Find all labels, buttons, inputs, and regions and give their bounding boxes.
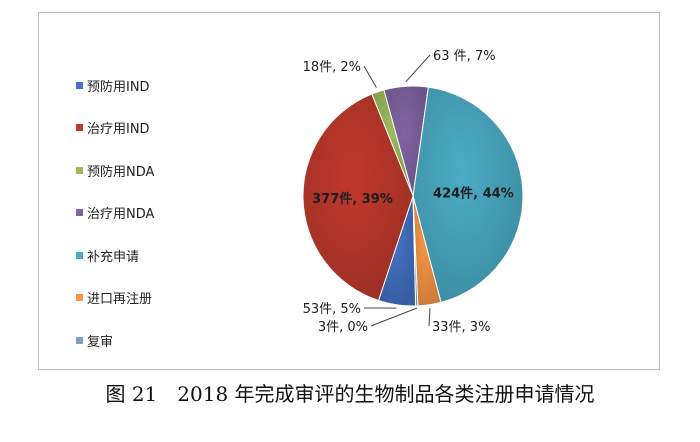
data-label: 377件, 39% — [312, 191, 393, 207]
pie-chart: 53件, 5% 377件, 39% 18件, 2% 63 件, 7% 424件, 44%… — [0, 0, 700, 442]
leader-line — [364, 66, 376, 88]
data-label: 33件, 3% — [432, 320, 490, 335]
leader-line — [429, 308, 430, 326]
leader-line — [406, 55, 430, 82]
data-label: 18件, 2% — [303, 60, 361, 75]
figure-caption: 图 21 2018 年完成审评的生物制品各类注册申请情况 — [0, 378, 700, 407]
data-label: 53件, 5% — [303, 302, 361, 317]
data-label: 424件, 44% — [433, 186, 514, 202]
leader-line — [371, 308, 417, 326]
data-label: 63 件, 7% — [433, 49, 496, 64]
figure: 预防用IND 治疗用IND 预防用NDA 治疗用NDA 补充申请 进口再注册 复审 53件,… — [0, 0, 700, 442]
data-label: 3件, 0% — [318, 320, 368, 335]
